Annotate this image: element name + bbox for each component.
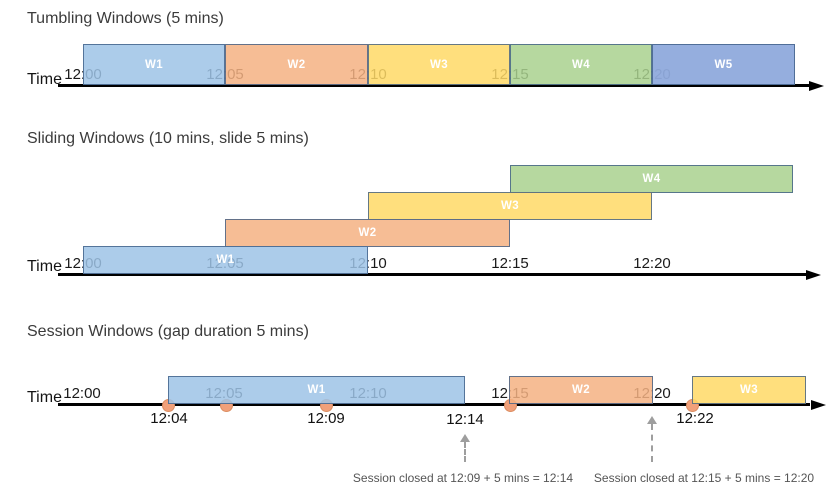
window-bar-tumbling-w2: W2 [225,44,368,85]
tumbling-title: Tumbling Windows (5 mins) [27,10,224,27]
window-bar-tumbling-w1: W1 [83,44,225,85]
sliding-title: Sliding Windows (10 mins, slide 5 mins) [27,130,309,147]
sliding-tick-label: 12:20 [633,255,671,272]
window-bar-tumbling-w3: W3 [368,44,510,85]
session-title: Session Windows (gap duration 5 mins) [27,323,309,340]
window-bar-session-w3: W3 [692,376,806,404]
window-label: W5 [714,58,733,71]
window-label: W4 [571,58,591,71]
window-bar-session-w2: W2 [509,376,653,404]
event-time-label: 12:04 [150,410,188,427]
session-closed-annotation: Session closed at 12:15 + 5 mins = 12:20 [593,471,815,485]
sliding-tick-label: 12:15 [491,255,529,272]
window-label: W2 [358,227,377,239]
sliding-time-axis-line [58,273,806,276]
window-label: W1 [307,384,326,396]
window-label: W3 [429,58,449,71]
window-bar-sliding-w2: W2 [225,219,510,247]
window-label: W3 [739,384,759,396]
window-label: W4 [642,173,661,185]
dashed-arrow-up-icon [460,434,470,442]
tumbling-time-axis-label: Time [27,71,62,88]
window-label: W3 [500,200,520,212]
dashed-arrow-up-icon [647,416,657,424]
tumbling-axis-arrowhead-icon [809,80,824,91]
sliding-axis-arrowhead-icon [806,269,821,280]
sliding-time-axis-label: Time [27,258,62,275]
tumbling-time-axis-line [58,84,809,87]
session-axis-arrowhead-icon [811,399,826,410]
dashed-arrow-line [651,424,653,462]
dashed-arrow-line [464,442,466,462]
session-tick-label: 12:00 [63,385,101,402]
window-label: W2 [287,58,306,71]
event-time-label: 12:09 [307,410,345,427]
session-closed-annotation: Session closed at 12:09 + 5 mins = 12:14 [352,471,574,485]
window-bar-sliding-w3: W3 [368,192,652,220]
event-time-label: 12:14 [446,411,484,428]
window-label: W2 [571,384,591,396]
window-label: W1 [144,58,164,71]
window-bar-sliding-w1: W1 [83,246,368,274]
window-bar-sliding-w4: W4 [510,165,793,193]
event-time-label: 12:22 [676,410,714,427]
window-bar-tumbling-w5: W5 [652,44,795,85]
session-time-axis-label: Time [27,389,62,406]
window-label: W1 [216,254,235,266]
window-bar-session-w1: W1 [168,376,465,404]
session-time-axis-line [58,403,810,406]
window-bar-tumbling-w4: W4 [510,44,652,85]
